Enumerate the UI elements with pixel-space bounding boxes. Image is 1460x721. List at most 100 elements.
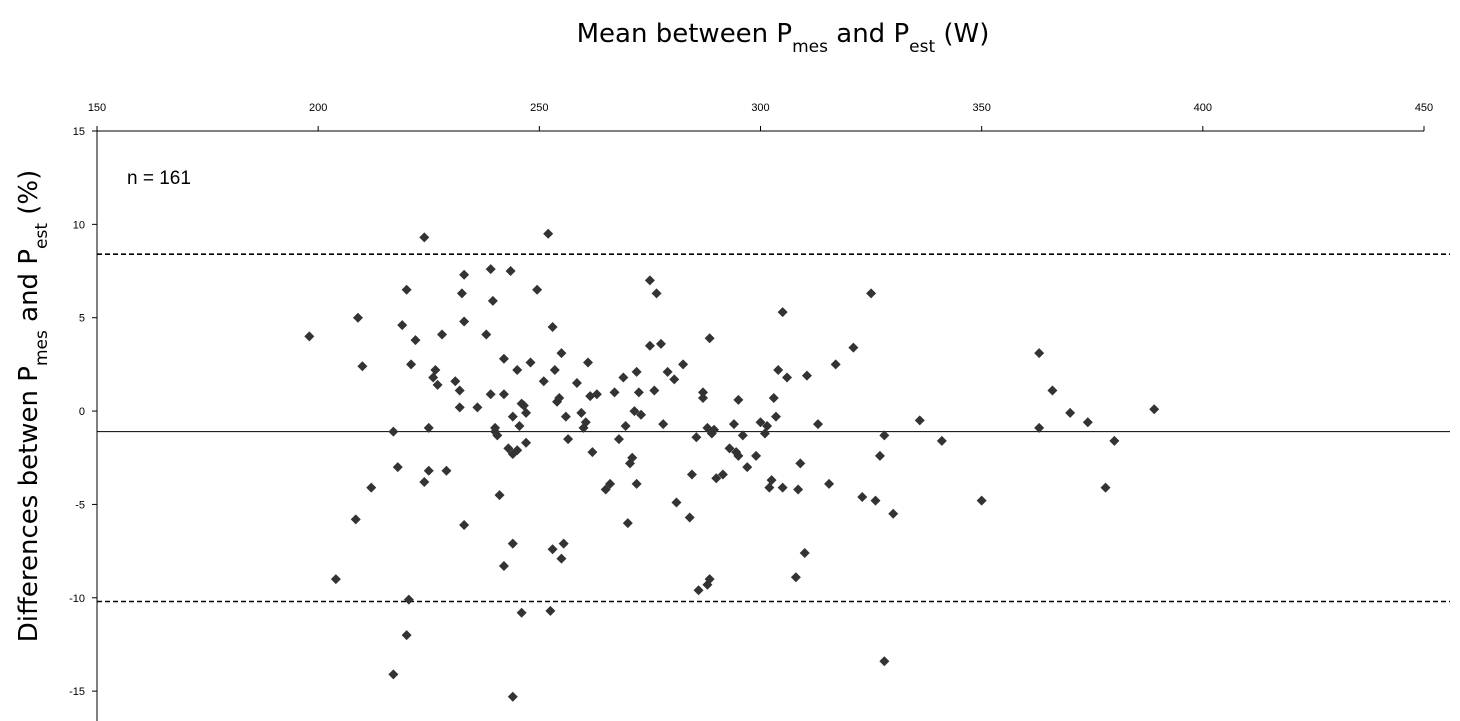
data-point [459,519,470,530]
data-point [547,544,558,555]
data-point [737,430,748,441]
data-point [441,465,452,476]
data-point [777,482,788,493]
data-point [717,469,728,480]
data-point [801,370,812,381]
data-point [388,669,399,680]
label-text: Mean between P [577,19,792,49]
data-point [512,364,523,375]
data-point [450,376,461,387]
data-point [532,284,543,295]
data-point [693,585,704,596]
data-point [507,691,518,702]
data-point [724,443,735,454]
data-point [762,421,773,431]
subscript: est [32,223,52,249]
data-point [644,340,655,351]
x-tick-label: 300 [751,102,769,114]
data-point [742,462,753,473]
data-point [521,407,532,418]
data-point [704,333,715,344]
data-point [558,538,569,549]
data-point [560,411,571,422]
data-point [498,353,509,364]
data-point [330,574,341,585]
data-point [547,322,558,333]
data-point [773,364,784,375]
data-point [459,316,470,327]
data-point [759,428,770,439]
x-tick-label: 150 [88,102,106,114]
x-tick-label: 200 [309,102,327,114]
x-tick-label: 450 [1415,102,1433,114]
data-point [728,419,739,430]
data-point [631,366,642,377]
data-point [1047,385,1058,396]
data-point [430,364,441,375]
data-point [600,484,611,495]
data-point [538,376,549,387]
data-point [793,484,804,495]
data-point [549,364,560,375]
data-point [799,547,810,558]
data-point [454,385,465,396]
x-tick-label: 350 [972,102,990,114]
data-point [403,594,414,605]
y-tick-label: 5 [79,313,85,325]
data-point [782,372,793,383]
data-point [874,450,885,461]
data-point [454,402,465,413]
data-point [795,458,806,469]
data-point [498,389,509,400]
subscript: mes [792,37,828,57]
data-point [485,389,496,400]
y-tick-label: -5 [75,499,85,511]
data-point [419,232,430,243]
reference-lines [97,253,1450,603]
data-point [704,574,715,585]
data-point [507,538,518,549]
data-point [636,409,647,420]
data-point [777,307,788,318]
data-point [437,329,448,340]
data-point [1082,417,1093,428]
data-point [888,508,899,519]
data-point [456,288,467,299]
label-text: Differences betwen P [14,366,44,642]
data-point [866,288,877,299]
data-point [711,473,722,484]
data-point [507,411,518,422]
data-point [622,518,633,529]
data-point [684,512,695,523]
data-point [655,338,666,349]
label-text: (W) [935,19,989,49]
data-point [733,450,744,461]
label-text: (%) [14,170,44,223]
data-point [419,477,430,488]
data-point [518,400,529,411]
data-point [755,417,766,428]
y-tick-label: -15 [69,686,85,698]
data-point [591,389,602,400]
data-point [352,312,363,323]
data-point [401,630,412,641]
data-point [686,469,697,480]
data-point [879,430,890,441]
data-point [494,490,505,501]
data-point [366,482,377,493]
data-point [691,432,702,443]
data-point [410,335,421,346]
data-point [733,394,744,405]
data-point [1065,407,1076,418]
data-point [644,275,655,286]
data-point [609,387,620,398]
data-point [580,417,591,428]
data-point [697,392,708,403]
data-point [516,607,527,618]
data-point [554,392,565,403]
data-point [521,437,532,448]
data-point [503,443,514,454]
data-point [525,357,536,368]
data-point [428,372,439,383]
